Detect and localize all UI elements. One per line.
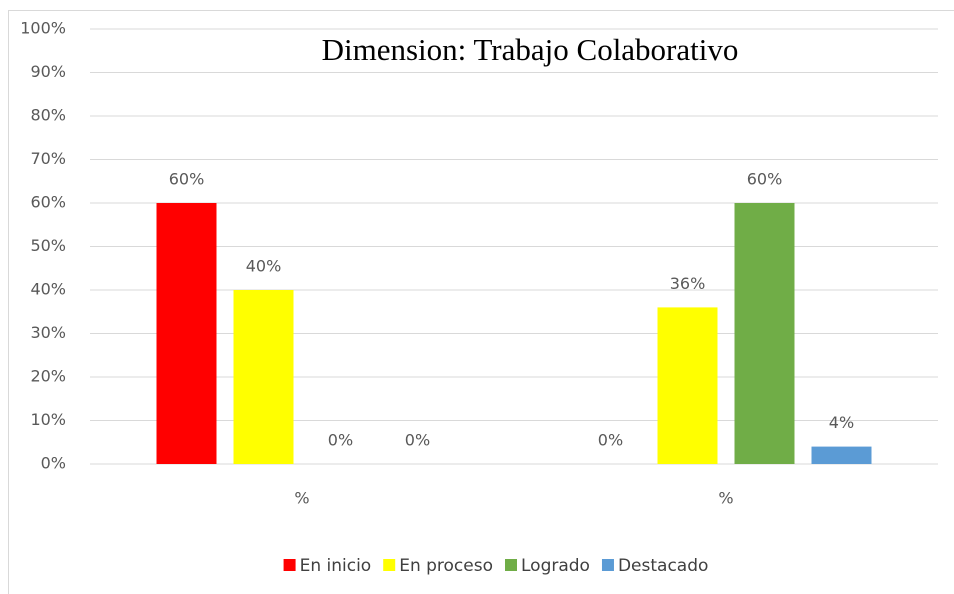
x-tick-label: % — [294, 489, 309, 508]
y-tick-label: 10% — [30, 410, 66, 429]
y-tick-label: 30% — [30, 323, 66, 342]
y-tick-label: 40% — [30, 280, 66, 299]
legend-label: Logrado — [521, 556, 590, 576]
y-tick-label: 20% — [30, 367, 66, 386]
bar — [811, 446, 872, 464]
data-label: 0% — [328, 431, 353, 450]
y-tick-label: 80% — [30, 106, 66, 125]
data-label: 36% — [670, 274, 706, 293]
legend-swatch — [505, 559, 517, 571]
bar — [657, 307, 718, 464]
x-tick-label: % — [718, 489, 733, 508]
data-label: 0% — [405, 431, 430, 450]
data-label: 60% — [169, 170, 205, 189]
y-tick-label: 60% — [30, 193, 66, 212]
data-label: 60% — [747, 170, 783, 189]
legend-swatch — [383, 559, 396, 571]
y-tick-label: 0% — [41, 454, 66, 473]
chart-frame — [8, 10, 954, 594]
bar — [156, 203, 217, 464]
chart-title: Dimension: Trabajo Colaborativo — [322, 32, 739, 67]
bar — [233, 290, 294, 464]
legend-label: En inicio — [300, 556, 372, 576]
data-label: 40% — [246, 257, 282, 276]
legend-swatch — [283, 559, 296, 571]
legend-swatch — [601, 559, 614, 571]
legend-label: En proceso — [399, 556, 493, 576]
bar — [734, 203, 795, 464]
data-label: 0% — [598, 431, 623, 450]
legend-label: Destacado — [618, 556, 708, 576]
data-label: 4% — [829, 413, 854, 432]
y-tick-label: 50% — [30, 236, 66, 255]
y-tick-label: 100% — [20, 19, 66, 38]
y-tick-label: 90% — [30, 62, 66, 81]
y-tick-label: 70% — [30, 149, 66, 168]
